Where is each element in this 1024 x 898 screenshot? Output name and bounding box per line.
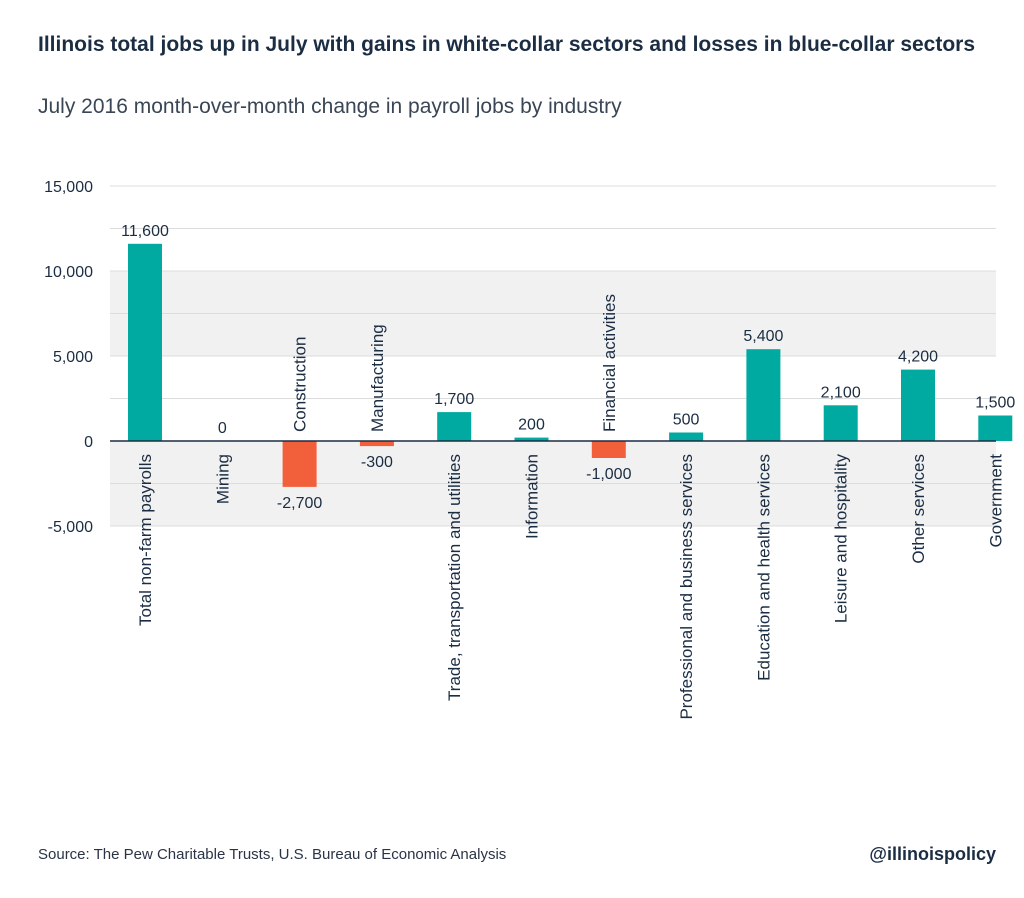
value-label-10: 4,200 — [898, 349, 938, 366]
value-labels: 11,600 0 -2,700 -300 1,700 200 -1,000 500 5,400 2… — [121, 223, 1015, 512]
value-label-2: -2,700 — [277, 495, 322, 512]
category-label-5: Information — [523, 454, 542, 539]
y-tick-label: -5,000 — [48, 519, 93, 536]
y-axis-ticks: 15,000 10,000 5,000 0 -5,000 — [44, 179, 93, 536]
value-label-8: 5,400 — [743, 328, 783, 345]
category-label-11: Government — [986, 454, 1005, 548]
category-label-1: Mining — [213, 454, 232, 504]
category-label-10: Other services — [909, 454, 928, 564]
bar-10 — [901, 369, 935, 441]
bars — [128, 243, 1013, 487]
category-label-6: Financial activities — [600, 294, 619, 432]
y-tick-label: 5,000 — [53, 349, 93, 366]
value-label-0: 11,600 — [121, 223, 169, 240]
bar-4 — [437, 412, 472, 441]
gridlines — [110, 185, 996, 527]
bar-9 — [823, 405, 858, 441]
y-tick-label: 10,000 — [44, 264, 93, 281]
category-label-8: Education and health services — [754, 454, 773, 681]
chart-title: Illinois total jobs up in July with gain… — [38, 33, 976, 56]
value-label-7: 500 — [673, 412, 700, 429]
y-tick-label: 0 — [84, 434, 93, 451]
category-label-3: Manufacturing — [368, 324, 387, 432]
category-label-7: Professional and business services — [677, 454, 696, 720]
value-label-3: -300 — [361, 454, 393, 471]
bar-chart: 15,000 10,000 5,000 0 -5,000 11,600 0 -2,700 -3… — [44, 179, 1015, 720]
bar-6 — [591, 441, 626, 458]
value-label-5: 200 — [518, 417, 545, 434]
source-note: Source: The Pew Charitable Trusts, U.S. … — [38, 846, 507, 863]
value-label-1: 0 — [218, 420, 227, 437]
y-tick-label: 15,000 — [44, 179, 93, 196]
value-label-4: 1,700 — [434, 391, 474, 408]
bar-5 — [514, 437, 549, 441]
value-label-6: -1,000 — [586, 466, 631, 483]
bar-0 — [128, 243, 162, 441]
brand-handle: @illinoispolicy — [869, 844, 996, 864]
bar-8 — [746, 349, 781, 441]
category-label-2: Construction — [291, 337, 310, 432]
bar-2 — [282, 441, 317, 487]
bar-11 — [978, 415, 1013, 441]
chart-subtitle: July 2016 month-over-month change in pay… — [38, 95, 622, 118]
category-labels: Total non-farm payrolls Mining Constructio… — [136, 294, 1005, 719]
bar-3 — [359, 441, 394, 447]
category-label-0: Total non-farm payrolls — [136, 454, 155, 626]
category-label-9: Leisure and hospitality — [832, 454, 851, 624]
value-label-9: 2,100 — [821, 384, 861, 401]
value-label-11: 1,500 — [975, 395, 1015, 412]
bar-7 — [669, 432, 704, 441]
category-label-4: Trade, transportation and utilities — [445, 454, 464, 701]
